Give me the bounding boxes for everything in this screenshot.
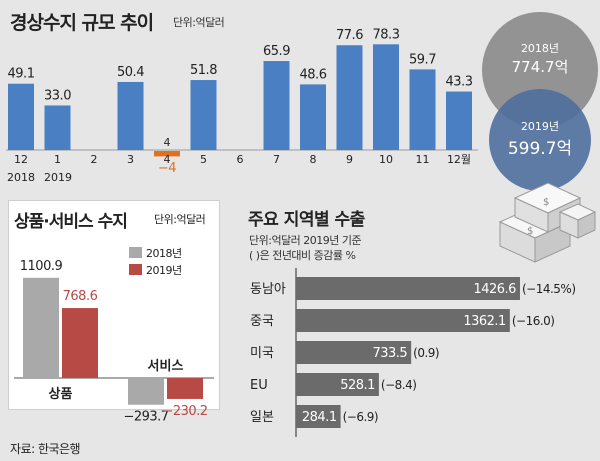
main-tick-1: 1 — [54, 153, 61, 166]
main-tick-11: 11 — [416, 153, 430, 166]
region-bar-4 — [296, 405, 341, 428]
region-value-0: 1426.6 — [473, 282, 516, 297]
main-tick-12: 12월 — [447, 153, 471, 166]
region-label-2: 미국 — [250, 346, 274, 361]
main-tick-2: 2 — [91, 153, 98, 166]
main-tick-6: 6 — [237, 153, 244, 166]
region-label-4: 일본 — [250, 410, 274, 425]
bubble-2019-value: 599.7억 — [507, 139, 573, 159]
main-tick-10: 10 — [379, 153, 393, 166]
region-change-2: (0.9) — [413, 346, 439, 360]
main-bar-4 — [154, 151, 180, 157]
region-label-1: 중국 — [250, 314, 274, 329]
main-bar-label-11: 59.7 — [409, 52, 436, 67]
main-bar-3 — [117, 81, 144, 150]
trade-bar-label-0-0: 1100.9 — [20, 259, 63, 274]
region-change-0: (−14.5%) — [522, 282, 576, 296]
region-export-note-change: ( )은 전년대비 증감률 % — [249, 249, 356, 262]
main-bar-label-0: 49.1 — [8, 67, 35, 82]
main-tick-9: 9 — [346, 153, 353, 166]
main-bar-9 — [336, 45, 363, 150]
region-value-2: 733.5 — [372, 346, 407, 361]
region-value-1: 1362.1 — [463, 314, 506, 329]
trade-category-1: 서비스 — [148, 359, 184, 374]
main-tick-0: 12 — [14, 153, 28, 166]
trade-bar-label-1-1: −230.2 — [162, 404, 207, 419]
main-chart-unit: 단위:억달러 — [173, 16, 225, 29]
region-label-3: EU — [250, 378, 268, 393]
bubble-2018-value: 774.7억 — [511, 58, 569, 76]
trade-bar-0-1 — [62, 308, 98, 378]
region-bar-1 — [296, 309, 510, 332]
region-change-3: (−8.4) — [381, 378, 417, 392]
main-bar-5 — [190, 80, 217, 150]
goods-services-unit: 단위:억달러 — [154, 213, 206, 226]
goods-services-title: 상품·서비스 수지 — [14, 212, 128, 232]
main-bar-label-7: 65.9 — [263, 44, 290, 59]
main-bar-label-12: 43.3 — [446, 75, 473, 90]
main-tick-8: 8 — [310, 153, 317, 166]
main-bar-label-10: 78.3 — [373, 27, 400, 42]
legend-2019-swatch — [129, 264, 142, 275]
trade-bar-label-0-1: 768.6 — [63, 289, 98, 304]
legend-2018-swatch — [129, 247, 142, 258]
main-bar-8 — [300, 84, 326, 150]
main-bar-label-5: 51.8 — [190, 63, 217, 78]
bubble-2019-year: 2019년 — [520, 120, 560, 133]
trade-bar-label-1-0: −293.7 — [123, 410, 168, 425]
source-note: 자료: 한국은행 — [10, 442, 81, 456]
main-bar-label-8: 48.6 — [300, 67, 327, 82]
main-tick-4: 4 — [164, 153, 171, 166]
region-bar-0 — [296, 277, 520, 300]
main-chart-title: 경상수지 규모 추이 — [10, 12, 154, 34]
legend-2019-label: 2019년 — [146, 264, 182, 277]
main-extra-label-0: 4 — [164, 136, 171, 149]
money-bundle-icon: $ $ — [498, 182, 597, 263]
main-bar-1 — [44, 105, 71, 150]
trade-category-0: 상품 — [49, 387, 73, 402]
main-bar-label-4: −4 — [158, 161, 176, 176]
main-tick-5: 5 — [200, 153, 207, 166]
svg-text:$: $ — [527, 226, 533, 237]
region-label-0: 동남아 — [250, 282, 286, 297]
region-value-4: 284.1 — [302, 410, 337, 425]
region-export-title: 주요 지역별 수출 — [248, 210, 365, 230]
region-change-4: (−6.9) — [343, 410, 379, 424]
region-bar-2 — [296, 341, 412, 364]
main-bar-label-1: 33.0 — [44, 88, 71, 103]
main-bar-11 — [409, 69, 436, 150]
region-value-3: 528.1 — [340, 378, 375, 393]
trade-bar-0-0 — [23, 277, 59, 378]
legend-2018-label: 2018년 — [146, 247, 182, 260]
bubble-2018-year: 2018년 — [520, 42, 560, 55]
trade-bar-1-1 — [167, 378, 203, 399]
main-bar-7 — [263, 61, 290, 150]
main-year-2018: 2018 — [7, 171, 35, 184]
region-bar-3 — [296, 373, 379, 396]
svg-text:$: $ — [543, 197, 549, 208]
region-change-1: (−16.0) — [512, 314, 555, 328]
main-bar-10 — [373, 44, 399, 150]
bubble-2019 — [489, 89, 591, 191]
main-tick-7: 7 — [273, 153, 280, 166]
main-bar-12 — [446, 91, 472, 150]
region-export-note-unit: 단위:억달러 2019년 기준 — [249, 234, 362, 247]
main-bar-0 — [8, 83, 34, 150]
main-bar-label-9: 77.6 — [336, 28, 363, 43]
main-year-2019: 2019 — [44, 171, 72, 184]
trade-bar-1-0 — [128, 378, 164, 405]
main-bar-label-3: 50.4 — [117, 65, 144, 80]
main-tick-3: 3 — [127, 153, 134, 166]
